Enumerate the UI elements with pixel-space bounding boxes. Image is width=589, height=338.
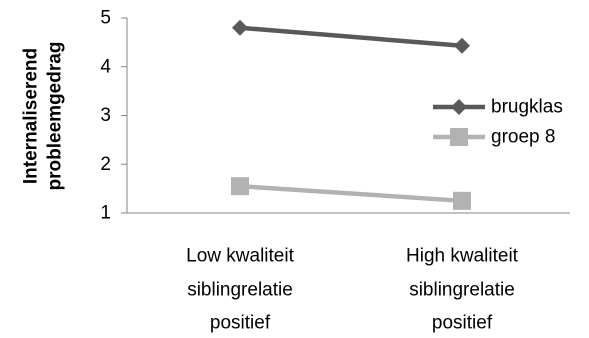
series-brugklas [232, 19, 470, 54]
x-category-label: siblingrelatie [409, 280, 515, 301]
plot-series [231, 19, 471, 210]
legend-item: groep 8 [433, 127, 555, 148]
series-line [239, 183, 463, 204]
y-tick-labels: 1 2 3 4 5 [100, 8, 111, 224]
x-category-label: positief [210, 313, 271, 334]
y-tick-label: 5 [100, 8, 111, 29]
data-point [454, 37, 470, 54]
data-point [231, 177, 249, 196]
legend-marker [450, 128, 468, 146]
legend-label: groep 8 [491, 127, 555, 148]
y-axis-title-line: Internaliserend [21, 48, 42, 184]
y-axis-title: Internaliserend probleemgedrag [21, 42, 66, 191]
y-tick-label: 1 [100, 203, 111, 224]
legend-item: brugklas [433, 97, 563, 118]
axes [121, 17, 570, 214]
legend: brugklas groep 8 [433, 97, 563, 148]
y-tick-label: 4 [100, 56, 111, 77]
data-point [453, 191, 471, 210]
y-tick-label: 2 [100, 154, 111, 175]
x-category-label: Low kwaliteit [186, 246, 294, 267]
y-axis-title-line: probleemgedrag [45, 42, 66, 191]
x-category-labels: Low kwaliteit siblingrelatie positief High … [186, 246, 519, 334]
x-category-label: siblingrelatie [187, 280, 293, 301]
series-groep-8 [231, 177, 471, 210]
series-line [239, 25, 463, 49]
x-category-label: High kwaliteit [406, 246, 519, 267]
x-category-label: positief [432, 313, 493, 334]
legend-label: brugklas [491, 97, 563, 118]
data-point [232, 19, 248, 36]
y-tick-label: 3 [100, 105, 111, 126]
legend-marker [451, 99, 467, 115]
